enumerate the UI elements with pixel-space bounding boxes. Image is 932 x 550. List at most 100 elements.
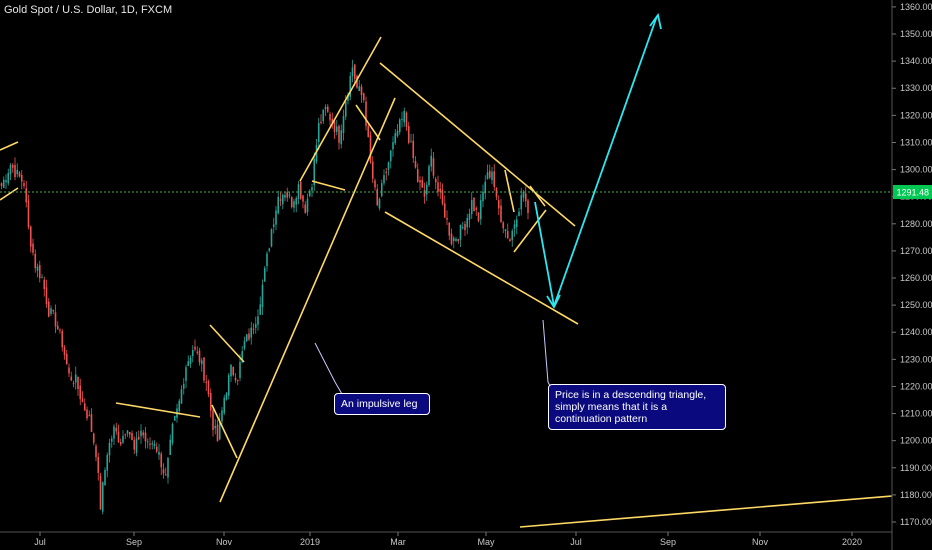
candle-body (23, 183, 25, 187)
candle-body (383, 175, 385, 184)
candle-body (65, 353, 68, 365)
candle-body (419, 180, 421, 183)
candle-body (320, 121, 322, 123)
candle-body (128, 432, 131, 435)
candle-body (376, 189, 379, 206)
candle-body (371, 161, 374, 179)
candle-body (470, 199, 473, 215)
candle-body (329, 114, 331, 121)
candle-body (272, 224, 275, 227)
trendline-impulse-lower (219, 97, 396, 503)
candle-body (218, 421, 221, 440)
candle-body (162, 469, 165, 474)
candle-body (151, 443, 154, 445)
candle-body (275, 210, 277, 225)
price-tick-label: 1350.00 (900, 29, 932, 39)
price-tick-label: 1300.00 (900, 165, 932, 175)
candle-body (358, 86, 361, 91)
price-tick-label: 1280.00 (900, 219, 932, 229)
candle-body (340, 130, 343, 145)
candle-body (11, 164, 14, 168)
candle-body (74, 374, 77, 383)
candle-body (311, 187, 313, 191)
candle-body (196, 351, 199, 353)
candle-body (277, 196, 280, 214)
candle-body (135, 438, 138, 453)
trendline-wedge-bottom (513, 209, 547, 253)
candle-body (212, 410, 214, 430)
candle-body (146, 441, 149, 443)
candle-body (509, 239, 511, 242)
candle-body (223, 397, 226, 413)
time-tick-label: Jul (570, 537, 582, 547)
candle-body (308, 190, 311, 196)
candle-body (324, 106, 327, 109)
candle-body (261, 284, 264, 308)
impulsive-leg-note: An impulsive leg (334, 393, 430, 415)
candle-body (47, 301, 50, 317)
candle-body (68, 367, 70, 374)
candle-body (396, 131, 399, 136)
candle-body (347, 94, 349, 101)
candle-body (421, 179, 424, 188)
triangle-upper-line (379, 62, 576, 227)
candle-body (16, 169, 19, 175)
candle-body (29, 226, 32, 247)
candle-body (241, 351, 244, 362)
candle-body (414, 161, 417, 168)
candle-body (360, 86, 363, 96)
candle-body (140, 430, 142, 437)
trendline-long-support (519, 495, 893, 528)
candle-body (335, 126, 338, 132)
candle-body (455, 238, 457, 241)
candle-body (239, 361, 241, 378)
candle-body (448, 222, 451, 236)
candle-body (351, 67, 354, 77)
time-tick-label: 2019 (300, 537, 320, 547)
candle-body (515, 219, 518, 227)
candle-body (131, 433, 133, 441)
candle-body (279, 199, 282, 201)
candle-body (500, 205, 502, 223)
price-tick-label: 1270.00 (900, 246, 932, 256)
time-tick-label: Sep (126, 537, 142, 547)
candle-body (484, 181, 487, 194)
candle-body (43, 279, 46, 290)
candle-body (243, 340, 246, 349)
price-tick-label: 1340.00 (900, 56, 932, 66)
candle-body (457, 238, 460, 242)
candle-body (522, 191, 525, 198)
arrow-up-leg (553, 15, 658, 307)
candle-body (353, 64, 356, 80)
candle-body (392, 142, 394, 150)
time-tick-label: Nov (752, 537, 769, 547)
candle-body (20, 174, 23, 182)
candle-body (407, 125, 410, 143)
candle-body (36, 266, 39, 271)
candle-body (459, 224, 462, 240)
candle-body (234, 377, 237, 381)
candle-body (365, 101, 367, 126)
time-tick-label: Sep (660, 537, 676, 547)
candle-body (380, 183, 383, 196)
candle-body (101, 482, 104, 512)
candle-body (486, 172, 489, 179)
trendline-bottom-left (0, 187, 19, 201)
candle-body (317, 122, 320, 143)
candle-body (437, 182, 439, 192)
candle-body (54, 312, 57, 327)
candle-body (7, 173, 10, 184)
candle-body (482, 191, 484, 202)
candle-body (169, 439, 172, 456)
candle-body (452, 237, 455, 241)
candle-body (295, 198, 298, 205)
candle-body (61, 330, 64, 348)
candle-body (367, 126, 370, 138)
candle-body (63, 346, 66, 356)
candle-body (207, 381, 210, 395)
candle-body (104, 469, 106, 486)
candle-body (126, 430, 129, 434)
candle-body (95, 445, 97, 458)
